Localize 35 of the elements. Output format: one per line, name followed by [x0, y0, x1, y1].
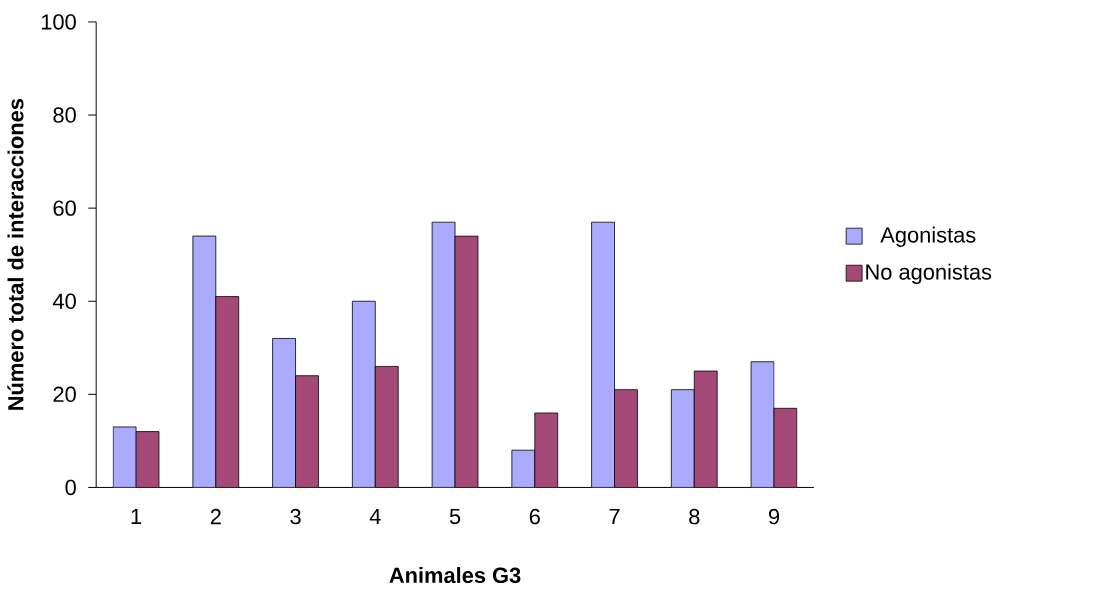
y-tick-label: 0 — [65, 479, 76, 496]
bar — [455, 236, 478, 488]
x-tick-label: 1 — [131, 508, 142, 524]
bar — [614, 389, 638, 488]
y-tick-label: 60 — [53, 200, 76, 216]
legend-label: No agonistas — [866, 263, 992, 284]
legend-label: Agonistas — [880, 226, 976, 247]
bar — [295, 375, 319, 488]
y-tick-label: 80 — [53, 107, 76, 123]
x-tick-label: 6 — [529, 508, 540, 525]
x-tick-label: 4 — [369, 508, 381, 524]
x-tick-label: 7 — [609, 508, 620, 524]
bar — [352, 301, 376, 488]
bar — [272, 338, 296, 488]
bar — [591, 222, 615, 488]
bar — [773, 407, 798, 488]
x-tick-label: 5 — [449, 508, 461, 525]
x-tick-label: 2 — [210, 508, 221, 525]
bar — [671, 389, 695, 488]
bar — [215, 296, 239, 488]
bar — [136, 431, 159, 488]
bar — [375, 366, 399, 488]
x-axis-title: Animales G3 — [389, 566, 521, 584]
x-tick-label: 3 — [290, 508, 301, 525]
bar — [534, 412, 558, 488]
x-tick-label: 9 — [768, 508, 780, 525]
bar — [750, 361, 775, 488]
y-tick-label: 40 — [52, 293, 76, 309]
bar — [432, 222, 456, 488]
bar — [192, 236, 216, 488]
bar — [694, 371, 718, 488]
y-axis-title: Número total de interacciones — [7, 98, 24, 410]
x-tick-label: 8 — [689, 508, 700, 525]
y-tick-label: 100 — [41, 14, 76, 30]
y-tick-label: 20 — [53, 386, 76, 403]
